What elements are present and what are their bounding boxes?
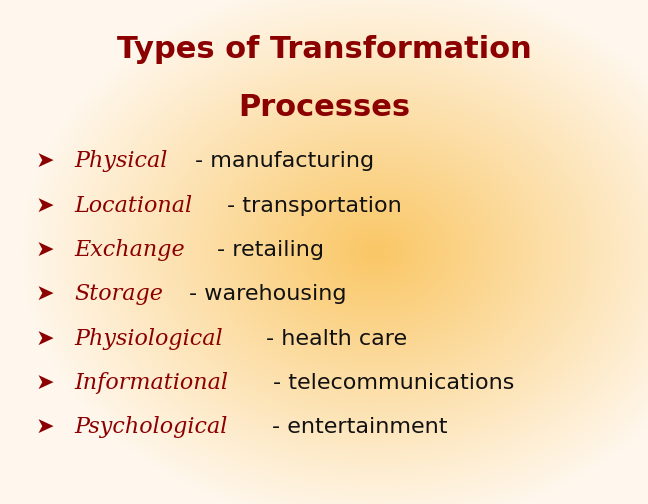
Text: Physical: Physical: [75, 150, 168, 172]
Text: Storage: Storage: [75, 283, 163, 305]
Text: - transportation: - transportation: [227, 196, 402, 216]
Text: ➤: ➤: [36, 417, 54, 437]
Text: ➤: ➤: [36, 240, 54, 260]
Text: ➤: ➤: [36, 151, 54, 171]
Text: Types of Transformation: Types of Transformation: [117, 35, 531, 65]
Text: - health care: - health care: [266, 329, 408, 349]
Text: Physiological: Physiological: [75, 328, 223, 350]
Text: - entertainment: - entertainment: [272, 417, 448, 437]
Text: - manufacturing: - manufacturing: [195, 151, 374, 171]
Text: ➤: ➤: [36, 284, 54, 304]
Text: - retailing: - retailing: [217, 240, 324, 260]
Text: - warehousing: - warehousing: [189, 284, 347, 304]
Text: ➤: ➤: [36, 196, 54, 216]
Text: ➤: ➤: [36, 329, 54, 349]
Text: Psychological: Psychological: [75, 416, 228, 438]
Text: Informational: Informational: [75, 372, 229, 394]
Text: - telecommunications: - telecommunications: [273, 373, 515, 393]
Text: ➤: ➤: [36, 373, 54, 393]
Text: Locational: Locational: [75, 195, 192, 217]
Text: Exchange: Exchange: [75, 239, 185, 261]
Text: Processes: Processes: [238, 93, 410, 122]
